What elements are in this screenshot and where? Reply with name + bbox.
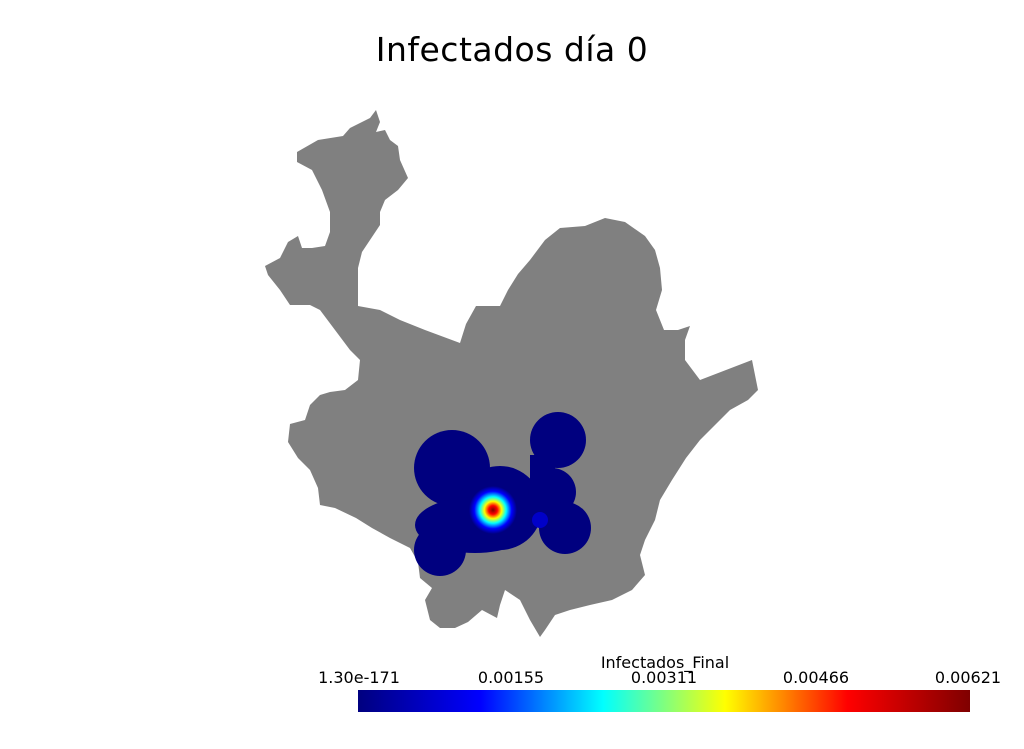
legend-tick-2: 0.00311 [630,668,698,687]
legend-title: Infectados_Final [600,653,730,672]
legend-tick-0: 1.30e-171 [318,668,400,687]
legend-tick-3: 0.00466 [782,668,850,687]
legend-tick-4: 0.00621 [934,668,1002,687]
legend-tick-1: 0.00155 [477,668,545,687]
main-hotspot [469,486,517,534]
region-shape [265,110,758,637]
minor-hotspot [532,512,548,528]
page-title: Infectados día 0 [375,30,649,69]
colorbar [358,690,970,712]
